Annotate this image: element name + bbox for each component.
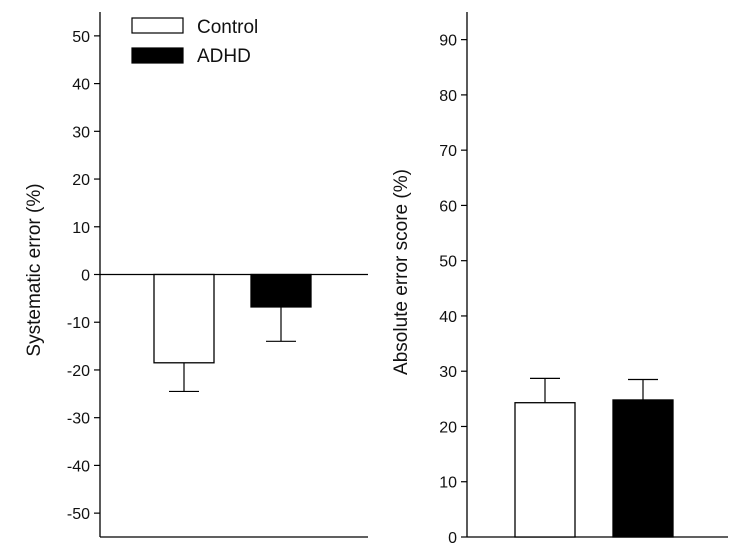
systematic-error-y-tick-label: -40 — [67, 458, 90, 475]
systematic-error-y-tick-label: -50 — [67, 506, 90, 523]
absolute-error-panel: 0 10 20 30 40 50 60 70 80 90 Absolute error score… — [391, 12, 728, 547]
systematic-error-y-tick-label: 30 — [72, 124, 90, 141]
systematic-error-bar-control — [153, 273, 215, 364]
systematic-error-axes — [99, 12, 368, 538]
absolute-error-bar-adhd — [612, 399, 674, 538]
absolute-error-y-tick-label: 40 — [439, 309, 457, 326]
systematic-error-y-tick-label: 0 — [81, 268, 90, 285]
legend: Control ADHD — [131, 17, 258, 67]
systematic-error-y-tick-label: 10 — [72, 220, 90, 237]
systematic-error-y-tick-label: 20 — [72, 172, 90, 189]
systematic-error-y-tick-label: -20 — [67, 363, 90, 380]
absolute-error-y-tick-label: 50 — [439, 254, 457, 271]
legend-label-adhd: ADHD — [197, 46, 251, 67]
systematic-error-y-axis-title: Systematic error (%) — [24, 183, 45, 356]
absolute-error-y-ticks: 0 10 20 30 40 50 60 70 80 90 — [439, 33, 467, 547]
absolute-error-y-tick-label: 80 — [439, 88, 457, 105]
systematic-error-y-ticks: -50 -40 -30 -20 -10 0 10 20 30 40 50 — [67, 29, 100, 523]
legend-swatch-adhd — [131, 47, 184, 64]
absolute-error-bar-control — [514, 402, 576, 538]
absolute-error-y-axis-title: Absolute error score (%) — [391, 169, 412, 375]
absolute-error-y-tick-label: 70 — [439, 143, 457, 160]
absolute-error-y-tick-label: 90 — [439, 33, 457, 50]
systematic-error-y-tick-label: 40 — [72, 77, 90, 94]
absolute-error-y-tick-label: 0 — [448, 530, 457, 547]
absolute-error-y-tick-label: 20 — [439, 419, 457, 436]
absolute-error-y-tick-label: 10 — [439, 475, 457, 492]
legend-swatch-control — [131, 17, 184, 34]
absolute-error-y-tick-label: 30 — [439, 364, 457, 381]
absolute-error-axes — [466, 12, 728, 538]
systematic-error-y-tick-label: 50 — [72, 29, 90, 46]
legend-label-control: Control — [197, 17, 258, 38]
systematic-error-y-tick-label: -10 — [67, 315, 90, 332]
absolute-error-y-tick-label: 60 — [439, 198, 457, 215]
absolute-error-bars — [514, 377, 674, 538]
systematic-error-bar-adhd — [250, 273, 312, 308]
systematic-error-bars — [153, 273, 312, 393]
systematic-error-panel: -50 -40 -30 -20 -10 0 10 20 30 40 50 Systematic er… — [24, 12, 368, 538]
systematic-error-y-tick-label: -30 — [67, 411, 90, 428]
